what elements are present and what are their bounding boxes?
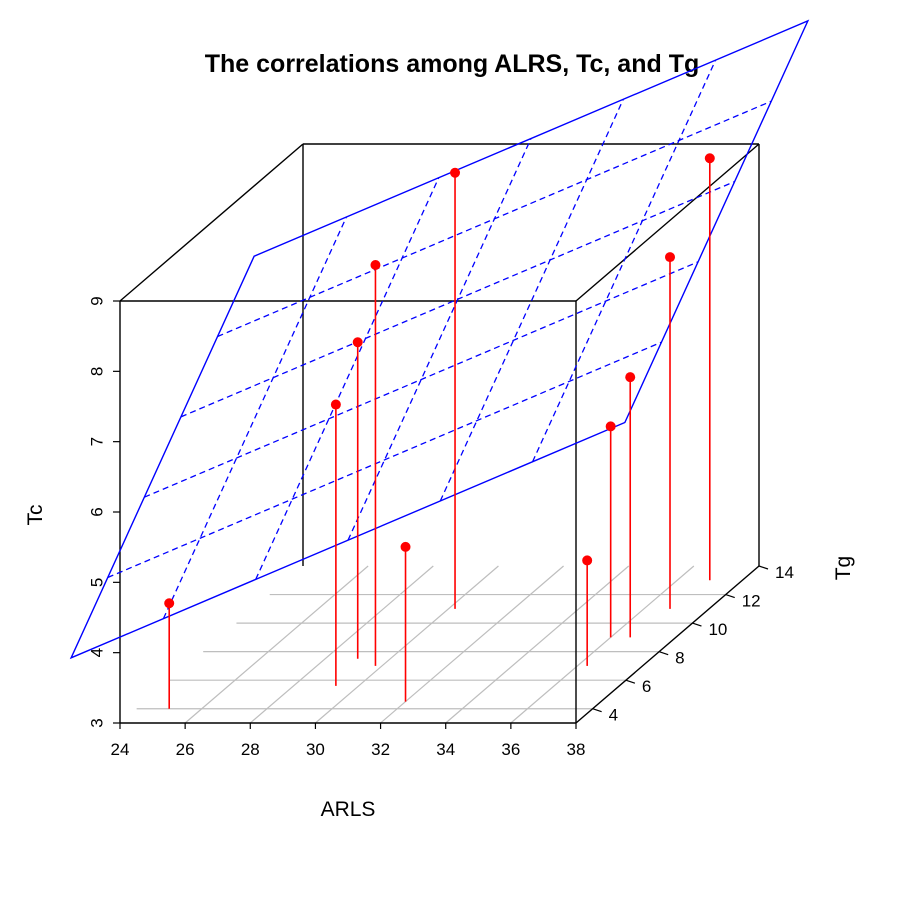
x-tick-label: 38 bbox=[567, 740, 586, 759]
y-tick bbox=[625, 679, 636, 684]
data-point bbox=[625, 372, 636, 383]
z-tick-label: 3 bbox=[87, 718, 106, 727]
plane-grid-line-y bbox=[180, 180, 735, 418]
x-tick-label: 30 bbox=[306, 740, 325, 759]
y-tick bbox=[658, 651, 669, 656]
y-tick-label: 6 bbox=[642, 677, 651, 696]
x-tick-label: 36 bbox=[501, 740, 520, 759]
y-tick-label: 12 bbox=[742, 592, 761, 611]
x-tick-label: 28 bbox=[241, 740, 260, 759]
floor-grid-line-x bbox=[184, 565, 369, 724]
x-tick-label: 34 bbox=[436, 740, 455, 759]
y-axis-label: Tg bbox=[832, 556, 855, 581]
floor-grid-line-x bbox=[315, 565, 499, 724]
y-tick bbox=[692, 622, 702, 627]
regression-plane bbox=[69, 19, 810, 660]
floor-grid-line-x bbox=[249, 565, 434, 724]
y-tick-label: 8 bbox=[675, 649, 684, 668]
box-edge bbox=[575, 565, 760, 724]
data-point bbox=[582, 555, 593, 566]
data-point bbox=[330, 399, 341, 410]
y-tick bbox=[758, 565, 769, 570]
z-tick-label: 6 bbox=[87, 507, 106, 516]
z-tick-label: 7 bbox=[87, 437, 106, 446]
z-tick-label: 5 bbox=[87, 578, 106, 587]
y-tick-label: 14 bbox=[775, 563, 794, 582]
floor-grid-line-x bbox=[510, 565, 695, 724]
plane-grid-line-y bbox=[107, 341, 662, 579]
data-point bbox=[605, 421, 616, 432]
plane-grid-line-y bbox=[217, 100, 772, 338]
y-tick-label: 4 bbox=[609, 706, 618, 725]
y-tick-label: 10 bbox=[708, 620, 727, 639]
plane-grid-line-y bbox=[144, 261, 699, 498]
plane-grid-line-x bbox=[531, 59, 717, 463]
data-point bbox=[352, 337, 363, 348]
chart-title: The correlations among ALRS, Tc, and Tg bbox=[205, 50, 700, 78]
z-tick-label: 9 bbox=[87, 296, 106, 305]
x-tick-label: 26 bbox=[176, 740, 195, 759]
data-point bbox=[370, 260, 381, 271]
plane-grid-line-x bbox=[439, 99, 624, 502]
y-tick bbox=[725, 593, 735, 599]
data-point bbox=[665, 252, 676, 263]
plane-grid-line-x bbox=[255, 177, 440, 580]
floor-grid bbox=[136, 565, 726, 724]
data-point bbox=[704, 153, 715, 164]
x-tick-label: 24 bbox=[111, 740, 130, 759]
z-tick-label: 4 bbox=[87, 648, 106, 657]
plane-grid-line-x bbox=[347, 138, 532, 541]
z-axis-label: Tc bbox=[24, 505, 47, 526]
y-tick bbox=[592, 708, 602, 713]
plane-grid-line-x bbox=[162, 216, 348, 619]
floor-grid-line-x bbox=[380, 565, 564, 724]
data-point bbox=[400, 541, 411, 552]
data-points bbox=[164, 153, 715, 609]
floor-grid-line-x bbox=[445, 565, 630, 724]
box-edge bbox=[575, 143, 760, 302]
x-tick-label: 32 bbox=[371, 740, 390, 759]
data-point bbox=[164, 598, 175, 609]
drop-lines bbox=[168, 158, 711, 709]
box-edge bbox=[119, 143, 304, 302]
z-tick-label: 8 bbox=[87, 367, 106, 376]
data-point bbox=[450, 167, 461, 178]
x-axis-label: ARLS bbox=[321, 798, 376, 821]
bounding-box bbox=[119, 143, 760, 724]
